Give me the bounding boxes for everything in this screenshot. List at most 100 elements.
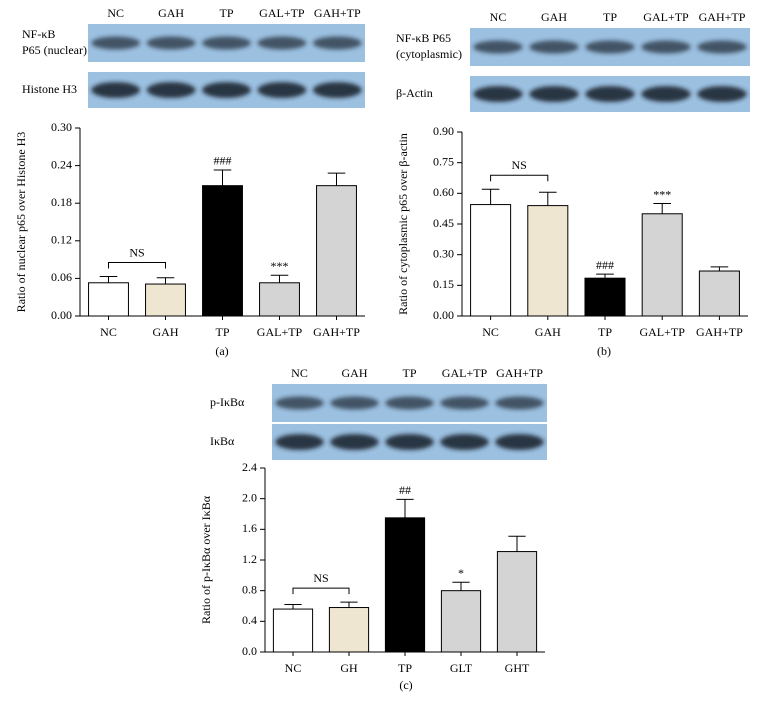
lane-label: NC — [490, 10, 507, 24]
x-tick-label: GAL+TP — [639, 325, 685, 339]
y-tick-label: 0.24 — [51, 157, 72, 171]
blot-band — [146, 36, 196, 50]
lane-label: TP — [603, 10, 617, 24]
bracket — [292, 587, 350, 595]
bar — [145, 283, 186, 317]
x-tick-label: GAH+TP — [313, 325, 360, 339]
bar — [384, 517, 426, 653]
bar — [316, 185, 357, 317]
blot-band — [585, 40, 635, 54]
blot-band — [529, 86, 579, 102]
lane-label: GAH — [342, 366, 368, 380]
blot-band — [385, 434, 434, 450]
blot-band — [202, 36, 251, 50]
lane-label: GAL+TP — [259, 6, 305, 20]
blot-band — [473, 86, 523, 102]
x-tick-label: TP — [598, 325, 612, 339]
lane-label: GAH+TP — [496, 366, 543, 380]
bracket — [108, 262, 166, 269]
bar — [470, 204, 512, 317]
bar — [272, 608, 314, 653]
x-tick-label: TP — [398, 661, 412, 675]
y-tick-label: 1.6 — [242, 521, 257, 535]
y-tick-label: 0.18 — [51, 195, 72, 209]
y-tick-label: 0.90 — [433, 124, 454, 138]
x-tick-label: NC — [100, 325, 117, 339]
panel-label: (a) — [215, 344, 228, 358]
blot-band — [275, 396, 324, 410]
y-tick-label: 1.2 — [242, 552, 257, 566]
x-tick-label: GAH — [153, 325, 179, 339]
lane-label: GAL+TP — [643, 10, 689, 24]
lane-label: GAH+TP — [699, 10, 746, 24]
x-tick-label: GH — [340, 661, 358, 675]
blot-band — [641, 40, 691, 54]
x-tick-label: GAH+TP — [696, 325, 743, 339]
blot-band — [385, 396, 434, 410]
blot-band — [495, 396, 544, 410]
significance-mark: ## — [399, 483, 411, 497]
blot-band — [330, 396, 379, 410]
blot-band — [91, 82, 141, 98]
blot-band — [312, 36, 362, 50]
bar — [328, 607, 370, 653]
blot-band — [146, 82, 196, 98]
lane-label: NC — [291, 366, 308, 380]
x-tick-label: TP — [215, 325, 229, 339]
significance-mark: ### — [596, 258, 614, 272]
blot-row-label: Histone H3 — [22, 82, 77, 96]
blot-band — [312, 82, 362, 98]
x-tick-label: GAL+TP — [257, 325, 303, 339]
lane-label: GAH — [541, 10, 567, 24]
blot-band — [697, 40, 747, 54]
blot-row-label: NF-κB P65 — [396, 31, 451, 45]
y-tick-label: 0.30 — [51, 120, 72, 134]
bar — [440, 590, 482, 653]
bar — [698, 270, 740, 317]
x-tick-label: NC — [482, 325, 499, 339]
blot-band — [585, 86, 635, 102]
lane-label: TP — [402, 366, 416, 380]
blot-band — [330, 434, 379, 450]
blot-band — [257, 36, 307, 50]
blot-band — [257, 82, 307, 98]
blot-band — [697, 86, 747, 102]
y-tick-label: 0.15 — [433, 277, 454, 291]
blot-row-label: β-Actin — [396, 86, 433, 100]
blot-band — [529, 40, 579, 54]
bar — [527, 205, 569, 317]
blot-band — [440, 396, 489, 410]
y-tick-label: 0.00 — [51, 308, 72, 322]
y-tick-label: 2.4 — [242, 460, 257, 474]
lane-label: GAH+TP — [314, 6, 361, 20]
blot-band — [641, 86, 691, 102]
lane-label: GAL+TP — [442, 366, 488, 380]
panel-label: (b) — [597, 344, 611, 358]
bracket-label: NS — [313, 571, 328, 585]
blot-row-label: (cytoplasmic) — [396, 47, 462, 61]
significance-mark: ### — [214, 154, 232, 168]
bar — [496, 551, 538, 653]
bar — [584, 277, 626, 317]
y-axis-label: Ratio of cytoplasmic p65 over β-actin — [396, 133, 410, 315]
y-tick-label: 0.45 — [433, 216, 454, 230]
y-tick-label: 0.4 — [242, 613, 257, 627]
y-tick-label: 0.12 — [51, 233, 72, 247]
significance-mark: *** — [271, 259, 289, 273]
x-tick-label: GLT — [450, 661, 473, 675]
blot-band — [495, 434, 544, 450]
lane-label: TP — [219, 6, 233, 20]
bar — [259, 282, 300, 317]
blot-row-label: IκBα — [210, 434, 235, 448]
significance-mark: *** — [653, 187, 671, 201]
blot-row-label: P65 (nuclear) — [22, 43, 87, 57]
y-tick-label: 0.8 — [242, 582, 257, 596]
blot-band — [275, 434, 324, 450]
bracket-label: NS — [512, 158, 527, 172]
bracket-label: NS — [129, 245, 144, 259]
y-tick-label: 0.06 — [51, 270, 72, 284]
y-tick-label: 2.0 — [242, 490, 257, 504]
x-tick-label: GAH — [535, 325, 561, 339]
bar — [641, 213, 683, 317]
